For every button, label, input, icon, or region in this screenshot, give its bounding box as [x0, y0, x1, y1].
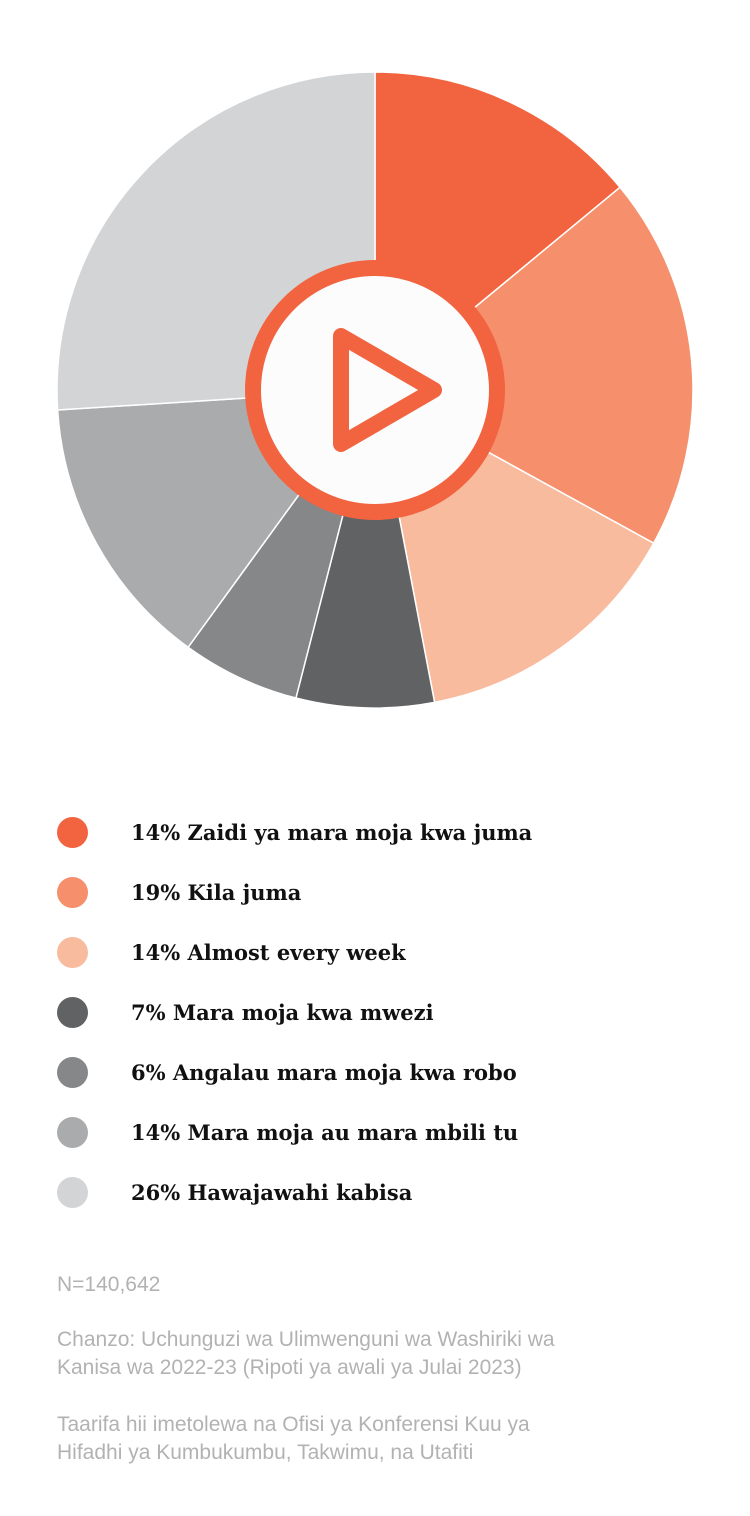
- legend-swatch: [57, 936, 88, 968]
- legend-item: 14% Zaidi ya mara moja kwa juma: [57, 802, 532, 862]
- legend-item: 26% Hawajawahi kabisa: [57, 1162, 532, 1222]
- sample-size: N=140,642: [57, 1271, 697, 1299]
- legend-item: 19% Kila juma: [57, 862, 532, 922]
- pie-chart: [56, 71, 694, 709]
- legend-label: 7% Mara moja kwa mwezi: [131, 999, 434, 1025]
- play-icon: [333, 328, 442, 452]
- legend-swatch: [57, 1176, 88, 1208]
- legend: 14% Zaidi ya mara moja kwa juma 19% Kila …: [57, 802, 532, 1222]
- legend-label: 19% Kila juma: [131, 879, 302, 905]
- legend-item: 6% Angalau mara moja kwa robo: [57, 1042, 532, 1102]
- publisher-line-2: Hifadhi ya Kumbukumbu, Takwimu, na Utafi…: [57, 1441, 474, 1464]
- publisher-line-1: Taarifa hii imetolewa na Ofisi ya Konfer…: [57, 1413, 530, 1436]
- legend-label: 14% Mara moja au mara mbili tu: [131, 1119, 519, 1145]
- sample-size-text: N=140,642: [57, 1273, 161, 1296]
- source-line-2: Kanisa wa 2022-23 (Ripoti ya awali ya Ju…: [57, 1356, 522, 1379]
- legend-item: 14% Mara moja au mara mbili tu: [57, 1102, 532, 1162]
- legend-swatch: [57, 996, 88, 1028]
- legend-swatch: [57, 1116, 88, 1148]
- source-note: Chanzo: Uchunguzi wa Ulimwenguni wa Wash…: [57, 1326, 697, 1382]
- play-button[interactable]: [245, 260, 505, 520]
- source-line-1: Chanzo: Uchunguzi wa Ulimwenguni wa Wash…: [57, 1328, 555, 1351]
- legend-label: 14% Zaidi ya mara moja kwa juma: [131, 819, 533, 845]
- pie-slices: [56, 71, 694, 709]
- legend-swatch: [57, 816, 88, 848]
- legend-label: 26% Hawajawahi kabisa: [131, 1179, 413, 1205]
- pie-slice-4: [295, 389, 436, 709]
- legend-label: 14% Almost every week: [131, 939, 406, 965]
- legend-label: 6% Angalau mara moja kwa robo: [131, 1059, 517, 1085]
- legend-swatch: [57, 1056, 88, 1088]
- play-button-ring: [245, 260, 505, 520]
- legend-item: 7% Mara moja kwa mwezi: [57, 982, 532, 1042]
- legend-item: 14% Almost every week: [57, 922, 532, 982]
- pie-slice-2: [373, 186, 694, 545]
- publisher-note: Taarifa hii imetolewa na Ofisi ya Konfer…: [57, 1411, 697, 1467]
- legend-swatch: [57, 876, 88, 908]
